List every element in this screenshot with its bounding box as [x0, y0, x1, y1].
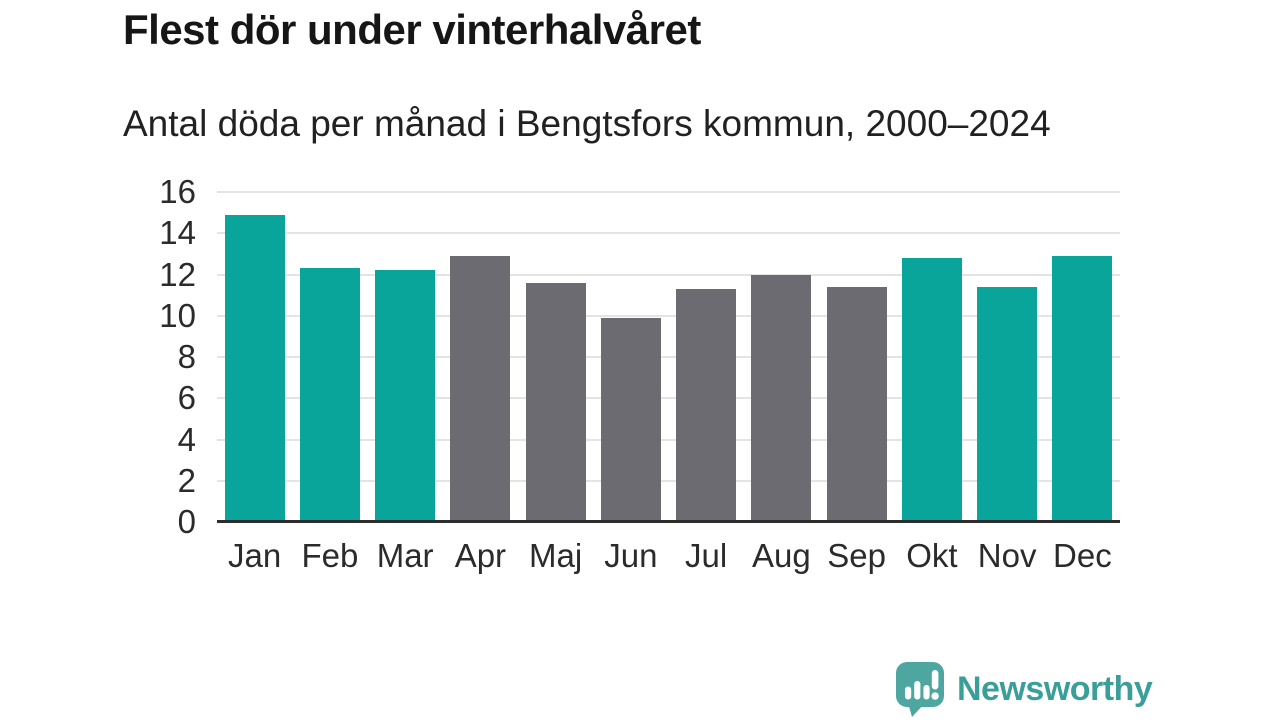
bar-maj — [525, 282, 586, 522]
newsworthy-logo-icon — [896, 662, 944, 717]
x-axis-label-aug: Aug — [752, 537, 811, 574]
gridline-10 — [217, 314, 1120, 317]
x-axis-label-jan: Jan — [228, 537, 282, 574]
bar-jul — [676, 288, 737, 522]
y-axis-label-10: 10 — [159, 296, 196, 334]
x-axis-label-maj: Maj — [529, 537, 583, 574]
chart-title: Flest dör under vinterhalvåret — [123, 6, 701, 53]
x-axis-label-feb: Feb — [301, 537, 359, 574]
x-axis-label-apr: Apr — [454, 537, 507, 574]
x-axis-label-sep: Sep — [827, 537, 886, 574]
x-axis-label-okt: Okt — [906, 537, 958, 574]
bar-jan — [224, 214, 285, 522]
newsworthy-logo: Newsworthy — [895, 661, 1153, 717]
gridline-4 — [217, 438, 1120, 441]
newsworthy-brand-text: Newsworthy — [957, 669, 1153, 708]
y-axis-label-12: 12 — [159, 255, 196, 293]
gridline-14 — [217, 232, 1120, 235]
x-axis-label-nov: Nov — [977, 537, 1037, 574]
gridline-8 — [217, 356, 1120, 358]
y-axis-label-0: 0 — [177, 503, 196, 540]
y-axis-label-6: 6 — [177, 379, 196, 417]
bar-dec — [1052, 255, 1113, 522]
bar-aug — [751, 274, 812, 522]
x-axis-label-jun: Jun — [604, 537, 658, 574]
bar-nov — [977, 286, 1038, 522]
y-axis-label-14: 14 — [159, 214, 196, 252]
gridline-16 — [217, 191, 1120, 193]
gridline-12 — [217, 273, 1120, 276]
x-axis-label-jul: Jul — [685, 537, 728, 574]
bar-mar — [375, 270, 436, 522]
x-axis-line — [217, 520, 1120, 523]
y-axis-label-16: 16 — [159, 173, 196, 210]
x-axis-label-mar: Mar — [376, 537, 434, 574]
bar-jun — [600, 317, 661, 522]
bar-apr — [450, 255, 511, 522]
bar-okt — [901, 258, 962, 522]
bar-feb — [299, 268, 360, 522]
y-axis-label-4: 4 — [177, 420, 196, 458]
chart-subtitle: Antal döda per månad i Bengtsfors kommun… — [123, 103, 1051, 144]
x-axis-label-dec: Dec — [1053, 537, 1112, 574]
bar-sep — [826, 286, 887, 522]
y-axis-label-2: 2 — [177, 461, 196, 499]
gridline-2 — [217, 479, 1120, 482]
y-axis-label-8: 8 — [177, 338, 196, 375]
gridline-6 — [217, 397, 1120, 400]
plot-area: 0 2 4 6 8 10 12 14 16 Jan Feb Mar Apr Maj Jun Jul Aug Sep… — [159, 173, 1120, 574]
